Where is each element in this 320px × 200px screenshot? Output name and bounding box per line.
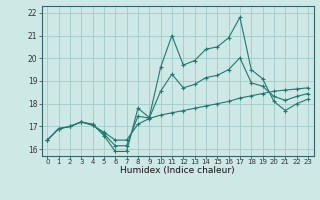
X-axis label: Humidex (Indice chaleur): Humidex (Indice chaleur) (120, 166, 235, 175)
